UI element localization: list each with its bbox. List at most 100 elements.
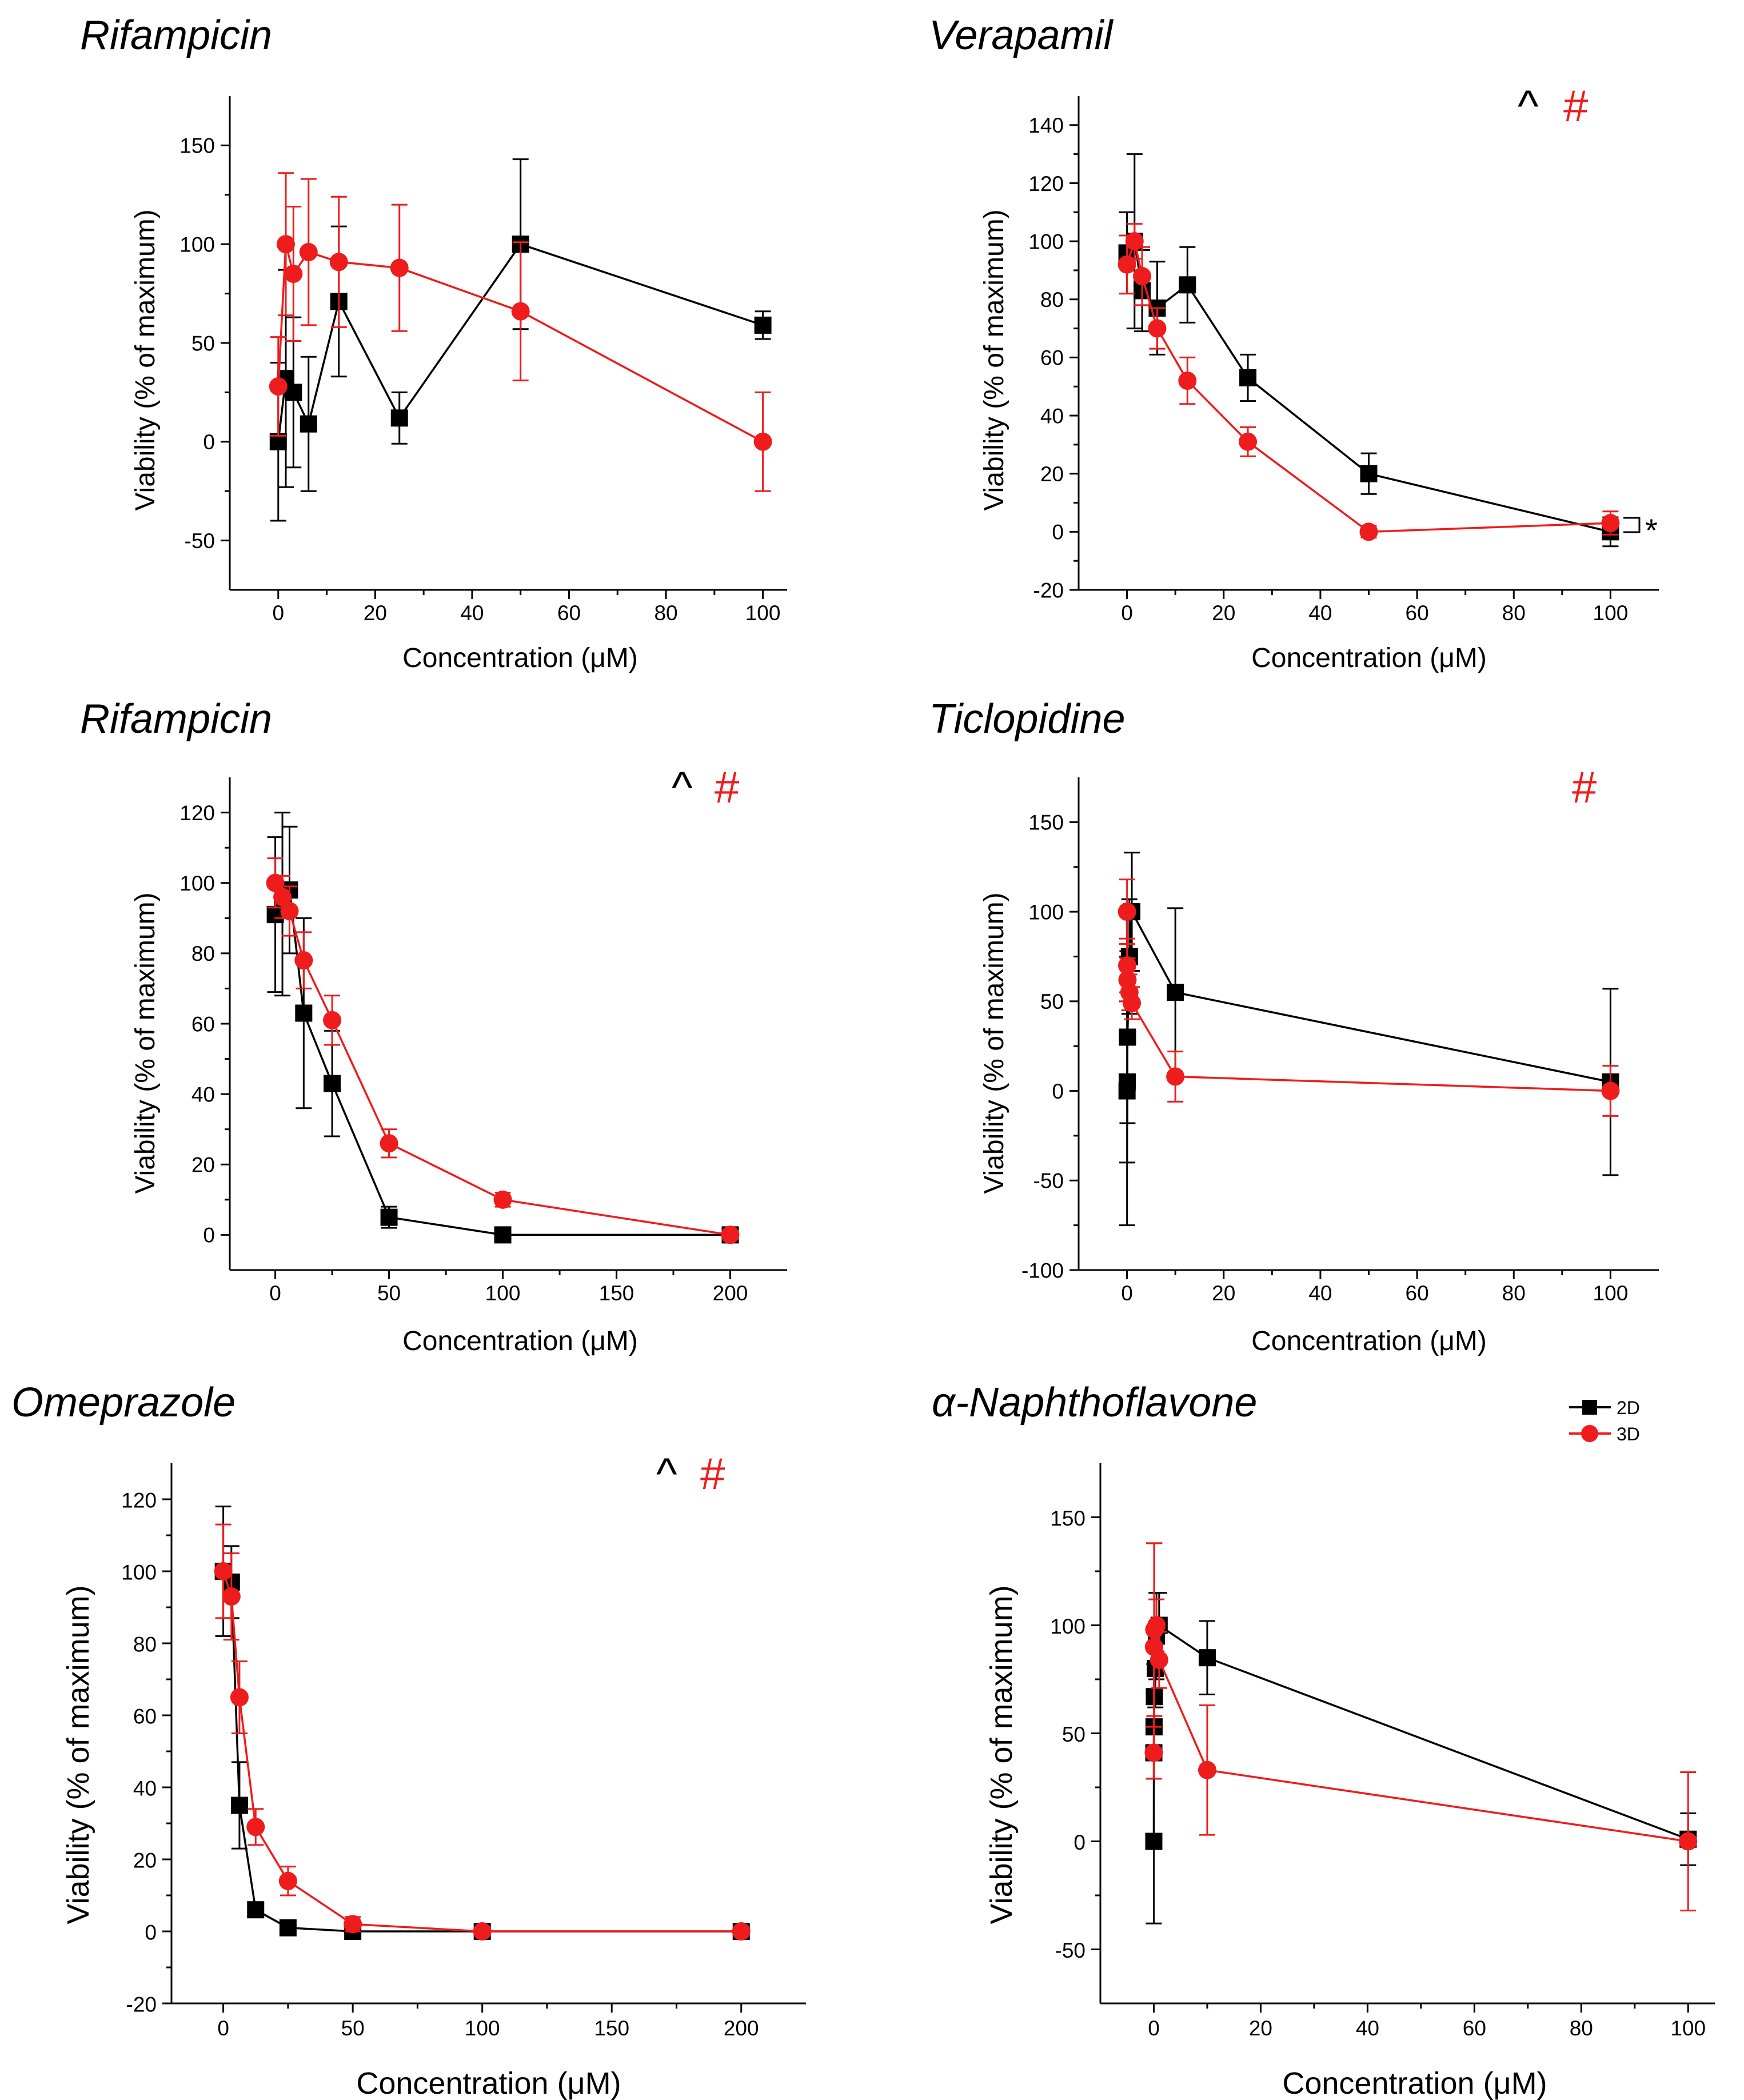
- y-tick-label: 0: [1052, 1080, 1064, 1103]
- y-tick-label: -50: [185, 529, 215, 553]
- data-point-2d: [1145, 1832, 1163, 1850]
- panel-title: Rifampicin: [80, 696, 272, 742]
- data-point-3d: [1118, 903, 1136, 921]
- legend-label-2d: 2D: [1617, 1398, 1640, 1418]
- y-tick-label: 100: [121, 1560, 157, 1584]
- x-axis-label: Concentration (μM): [402, 1326, 638, 1356]
- x-tick-label: 0: [1148, 2017, 1160, 2040]
- data-point-3d: [222, 1587, 241, 1606]
- x-tick-label: 100: [485, 1281, 521, 1305]
- data-point-3d: [1118, 956, 1137, 975]
- data-point-3d: [329, 253, 348, 272]
- x-tick-label: 40: [1308, 1281, 1332, 1305]
- y-axis-label: Viability (% of maximum): [979, 209, 1009, 510]
- data-point-2d: [1119, 1028, 1136, 1046]
- y-tick-label: 50: [191, 332, 215, 355]
- data-point-3d: [246, 1818, 265, 1836]
- x-tick-label: 150: [594, 2017, 629, 2040]
- legend-entry-3d: 3D: [1569, 1424, 1640, 1444]
- y-tick-label: 40: [191, 1083, 215, 1106]
- x-tick-label: 200: [713, 1281, 748, 1305]
- data-point-3d: [1166, 1067, 1185, 1086]
- y-tick-label: 100: [1050, 1615, 1085, 1638]
- y-tick-label: -50: [1055, 1939, 1085, 1962]
- x-axis-label: Concentration (μM): [356, 2066, 621, 2100]
- x-tick-label: 0: [1121, 601, 1133, 625]
- data-point-3d: [1144, 1743, 1163, 1762]
- data-point-2d: [1179, 276, 1196, 294]
- y-tick-label: 60: [1040, 346, 1064, 370]
- y-tick-label: 20: [133, 1849, 157, 1872]
- x-axis-label: Concentration (μM): [402, 643, 638, 673]
- data-point-2d: [230, 1796, 248, 1814]
- y-tick-label: 120: [179, 801, 215, 825]
- y-tick-label: 120: [121, 1488, 157, 1512]
- y-tick-label: 0: [1052, 521, 1064, 544]
- data-point-3d: [1601, 514, 1620, 533]
- data-point-3d: [344, 1915, 362, 1934]
- y-tick-label: 80: [191, 942, 215, 965]
- y-tick-label: 120: [1028, 172, 1064, 195]
- significance-caret: ^: [672, 762, 693, 812]
- data-point-3d: [214, 1562, 233, 1580]
- data-point-2d: [494, 1226, 512, 1244]
- data-point-2d: [279, 1919, 297, 1937]
- y-tick-label: 140: [1028, 114, 1064, 137]
- x-tick-label: 20: [1212, 1281, 1235, 1305]
- y-tick-label: -50: [1033, 1169, 1064, 1193]
- y-tick-label: 150: [1028, 811, 1064, 835]
- panel-verapamil: Verapamil Concentration (μM) Viability (…: [929, 13, 1659, 673]
- y-axis-label: Viability (% of maximum): [130, 892, 161, 1193]
- legend-marker-2d: [1582, 1400, 1597, 1415]
- y-tick-label: 40: [133, 1776, 157, 1800]
- data-point-3d: [1148, 319, 1167, 338]
- data-point-3d: [1118, 255, 1136, 274]
- y-tick-label: 0: [203, 1224, 215, 1247]
- data-point-3d: [273, 888, 292, 907]
- x-tick-label: 40: [1308, 601, 1332, 625]
- y-tick-label: 80: [1040, 288, 1064, 312]
- x-tick-label: 40: [460, 601, 484, 625]
- data-point-3d: [1178, 372, 1197, 390]
- x-tick-label: 100: [745, 601, 781, 625]
- x-tick-label: 0: [217, 2017, 229, 2040]
- data-point-3d: [1133, 267, 1152, 286]
- y-tick-label: -100: [1021, 1259, 1064, 1282]
- x-tick-label: 50: [341, 2017, 365, 2040]
- y-axis-label: Viability (% of maximum): [984, 1585, 1019, 1924]
- panel-rifampicin-2: Rifampicin Concentration (μM) Viability …: [80, 696, 787, 1356]
- data-point-2d: [1239, 369, 1257, 386]
- data-point-3d: [1359, 522, 1378, 541]
- panel-title: α-Naphthoflavone: [932, 1380, 1257, 1426]
- significance-hash: #: [1572, 762, 1597, 812]
- data-point-3d: [278, 1871, 297, 1890]
- series-line-3d: [222, 1571, 741, 1933]
- x-tick-label: 60: [1406, 601, 1429, 625]
- data-point-2d: [754, 316, 772, 334]
- data-point-3d: [753, 432, 772, 451]
- data-point-3d: [380, 1134, 398, 1153]
- panel-omeprazole: Omeprazole Concentration (μM) Viability …: [11, 1380, 806, 2100]
- y-tick-label: 0: [1073, 1831, 1085, 1854]
- y-tick-label: 100: [179, 233, 215, 257]
- y-tick-label: 50: [1040, 990, 1064, 1013]
- panel-ticlopidine: Ticlopidine Concentration (μM) Viability…: [929, 696, 1659, 1356]
- significance-bracket: [1623, 517, 1641, 533]
- x-tick-label: 150: [599, 1281, 634, 1305]
- y-tick-label: 100: [179, 872, 215, 895]
- x-tick-label: 200: [724, 2017, 759, 2040]
- significance-hash: #: [700, 1448, 725, 1499]
- x-tick-label: 60: [557, 601, 581, 625]
- data-point-3d: [284, 265, 303, 284]
- data-point-2d: [300, 415, 317, 433]
- x-tick-label: 100: [1670, 2017, 1706, 2040]
- x-tick-label: 100: [465, 2017, 500, 2040]
- data-point-3d: [473, 1922, 492, 1941]
- panel-rifampicin-1: Rifampicin Concentration (μM) Viability …: [80, 13, 787, 673]
- data-point-2d: [1198, 1649, 1216, 1667]
- y-tick-label: 80: [133, 1632, 157, 1656]
- legend-marker-3d: [1581, 1425, 1598, 1442]
- x-tick-label: 80: [1570, 2017, 1593, 2040]
- data-point-2d: [247, 1901, 265, 1919]
